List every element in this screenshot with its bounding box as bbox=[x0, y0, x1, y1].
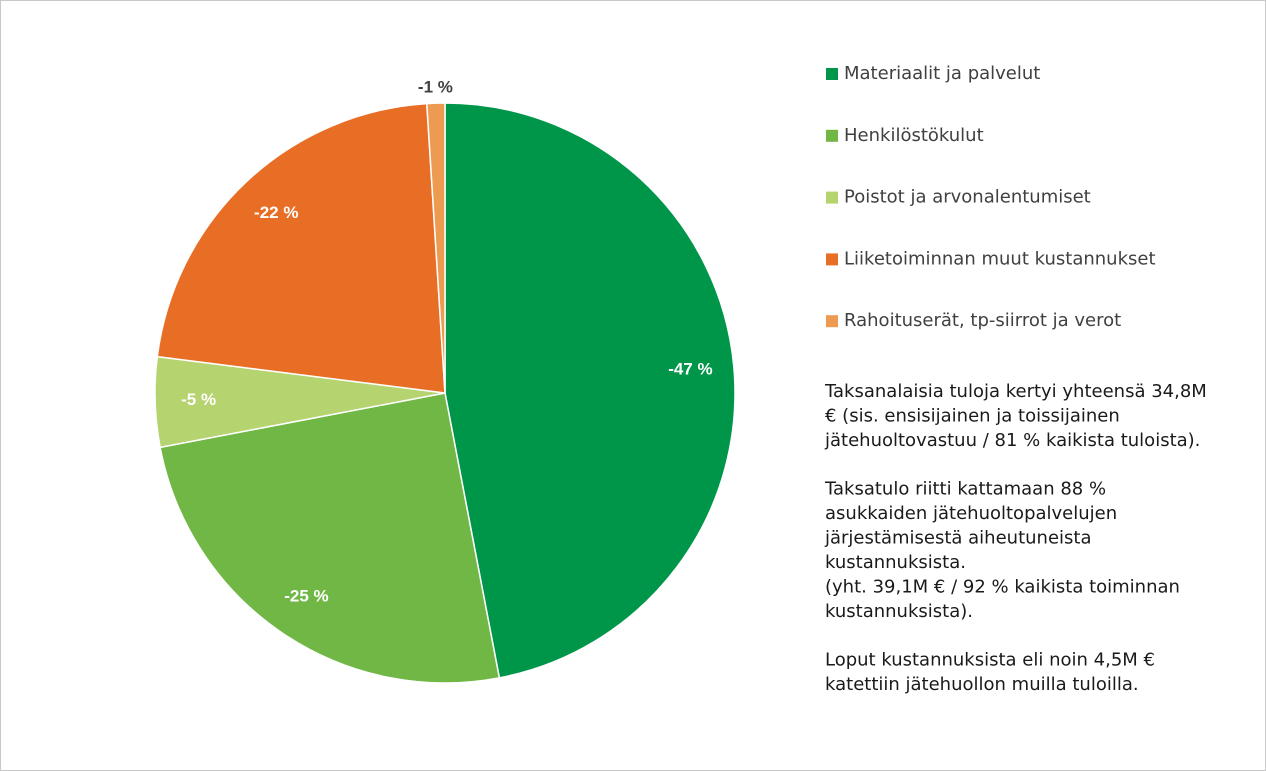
legend-label: Poistot ja arvonalentumiset bbox=[844, 187, 1091, 208]
note-line: jätehuoltovastuu / 81 % kaikista tuloist… bbox=[824, 430, 1200, 451]
legend-label: Rahoituserät, tp-siirrot ja verot bbox=[844, 310, 1121, 331]
legend-label: Liiketoiminnan muut kustannukset bbox=[844, 248, 1156, 269]
pie-slice bbox=[156, 102, 446, 394]
legend-swatch bbox=[826, 315, 838, 328]
legend-label: Henkilöstökulut bbox=[844, 125, 984, 146]
note-line: € (sis. ensisijainen ja toissijainen bbox=[825, 406, 1120, 427]
pie-slice bbox=[444, 102, 736, 679]
data-label: -22 % bbox=[254, 203, 298, 222]
data-label: -47 % bbox=[668, 359, 712, 378]
data-label: -25 % bbox=[284, 586, 328, 605]
note-line: asukkaiden jätehuoltopalvelujen bbox=[825, 503, 1117, 524]
legend-swatch bbox=[826, 253, 838, 266]
legend-swatch bbox=[826, 129, 838, 142]
legend-swatch bbox=[826, 68, 838, 80]
pie-slice bbox=[425, 102, 446, 394]
note-line: kustannuksista). bbox=[825, 601, 973, 622]
note-line: järjestämisestä aiheutuneista bbox=[824, 528, 1091, 549]
note-line: (yht. 39,1M € / 92 % kaikista toiminnan bbox=[825, 577, 1180, 598]
data-label: -5 % bbox=[181, 390, 216, 409]
note-line: kustannuksista. bbox=[825, 552, 966, 573]
note-line: katettiin jätehuollon muilla tuloilla. bbox=[825, 674, 1139, 695]
note-line: Taksanalaisia tuloja kertyi yhteensä 34,… bbox=[824, 381, 1207, 402]
data-label: -1 % bbox=[418, 78, 453, 97]
legend-swatch bbox=[826, 191, 838, 204]
note-line: Taksatulo riitti kattamaan 88 % bbox=[824, 479, 1106, 500]
pie-slice bbox=[159, 392, 501, 684]
legend-label: Materiaalit ja palvelut bbox=[844, 63, 1040, 84]
note-line: Loput kustannuksista eli noin 4,5M € bbox=[825, 650, 1155, 671]
